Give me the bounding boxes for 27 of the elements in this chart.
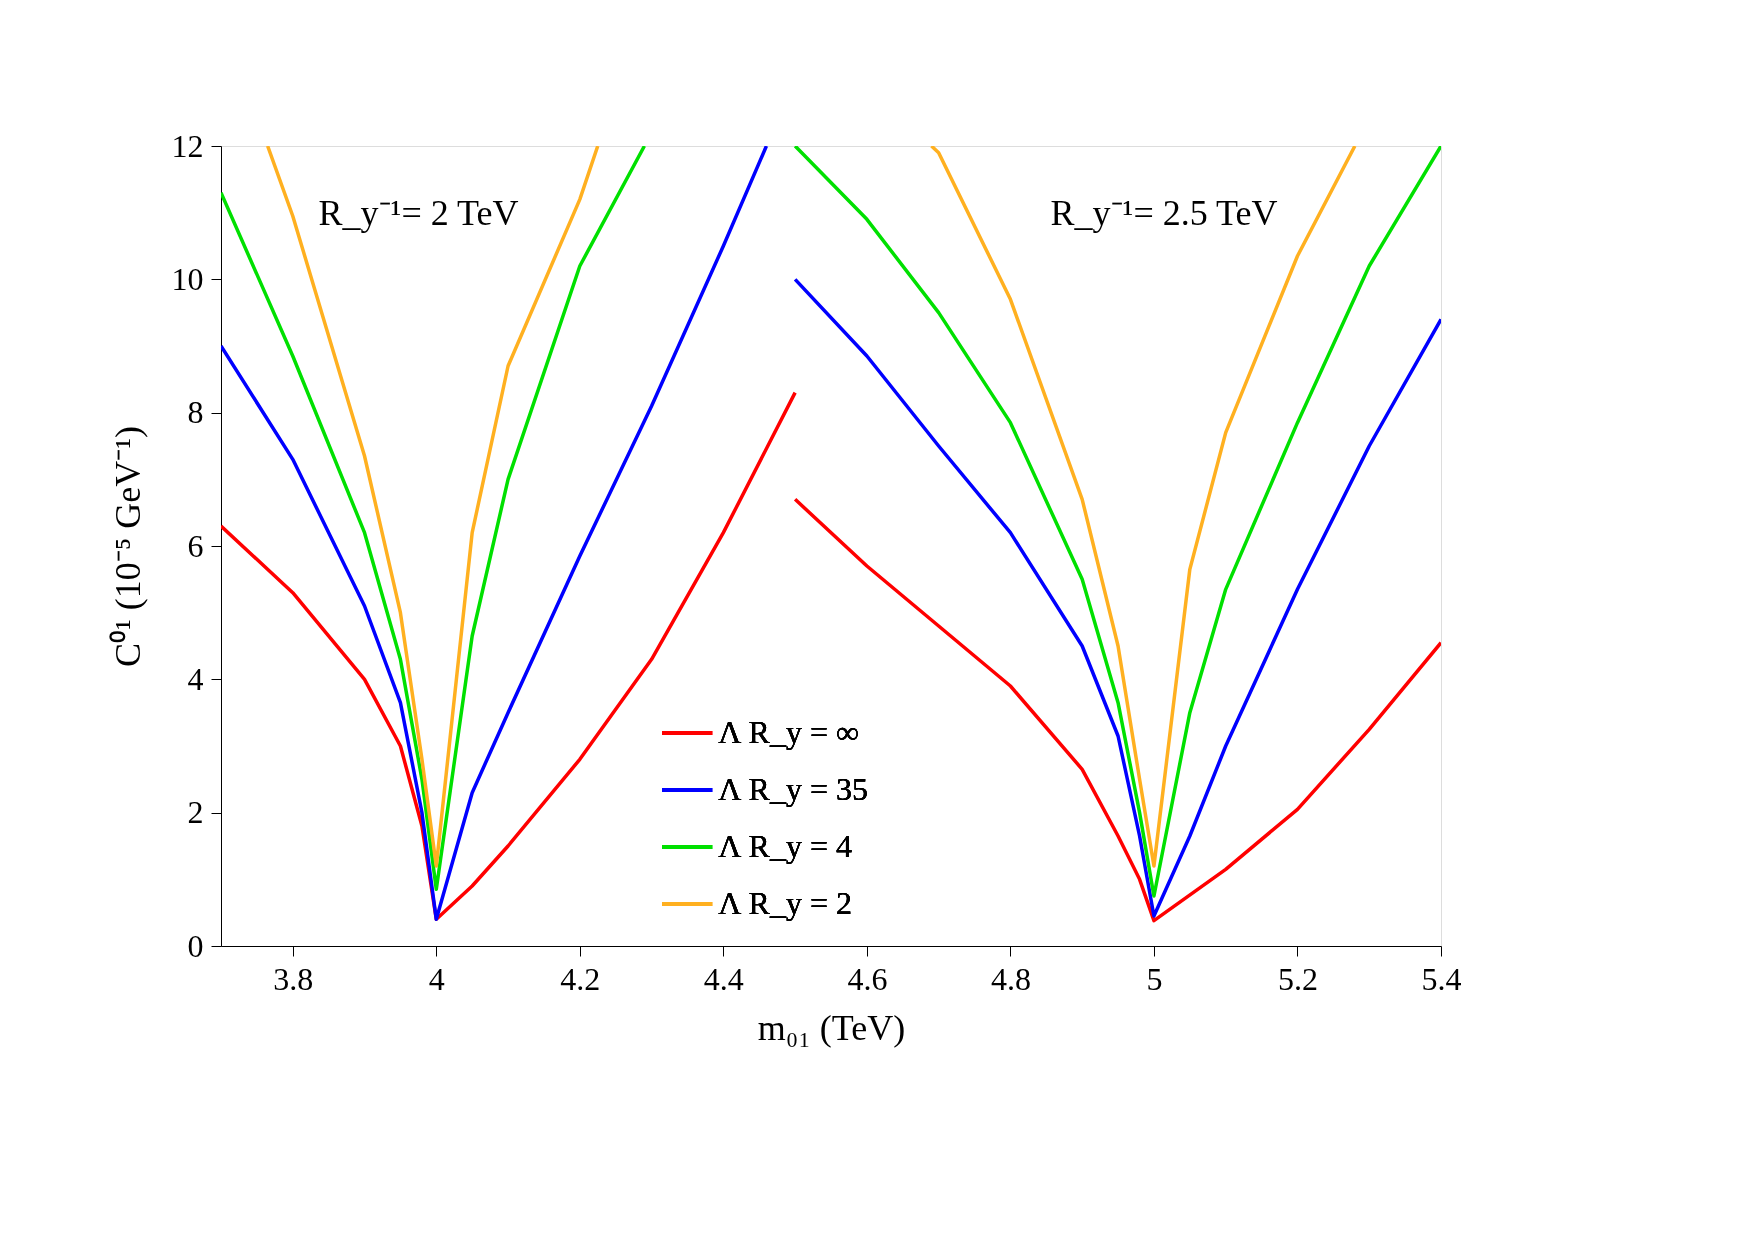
legend-label: Λ R_y = 2 xyxy=(718,885,852,921)
annotation: R_y⁻¹= 2.5 TeV xyxy=(1050,193,1278,233)
x-tick-label: 5.4 xyxy=(1421,960,1462,997)
x-tick-label: 5.2 xyxy=(1277,960,1318,997)
x-tick-label: 4.2 xyxy=(560,960,601,997)
y-tick-label: 2 xyxy=(187,794,204,831)
x-tick-label: 5 xyxy=(1146,960,1163,997)
legend-label: Λ R_y = 35 xyxy=(718,771,868,807)
y-tick-label: 10 xyxy=(171,260,204,297)
y-tick-label: 6 xyxy=(187,527,204,564)
legend-label: Λ R_y = 4 xyxy=(718,828,852,864)
x-tick-label: 4 xyxy=(428,960,445,997)
y-axis-title: C⁰¹ (10⁻⁵ GeV⁻¹) xyxy=(107,425,148,668)
y-tick-label: 0 xyxy=(187,927,204,964)
annotation: R_y⁻¹= 2 TeV xyxy=(318,193,519,233)
x-tick-label: 4.6 xyxy=(847,960,888,997)
y-tick-label: 4 xyxy=(187,660,204,697)
x-axis-title: m₀₁ (TeV) xyxy=(757,1007,906,1048)
x-tick-label: 4.4 xyxy=(703,960,744,997)
y-tick-label: 12 xyxy=(171,127,204,164)
line-series xyxy=(929,146,1357,868)
legend-label: Λ R_y = ∞ xyxy=(718,714,859,750)
y-tick-label: 8 xyxy=(187,394,204,431)
x-tick-label: 3.8 xyxy=(273,960,314,997)
line-series xyxy=(221,146,647,892)
x-tick-label: 4.8 xyxy=(990,960,1031,997)
line-series xyxy=(265,146,600,868)
